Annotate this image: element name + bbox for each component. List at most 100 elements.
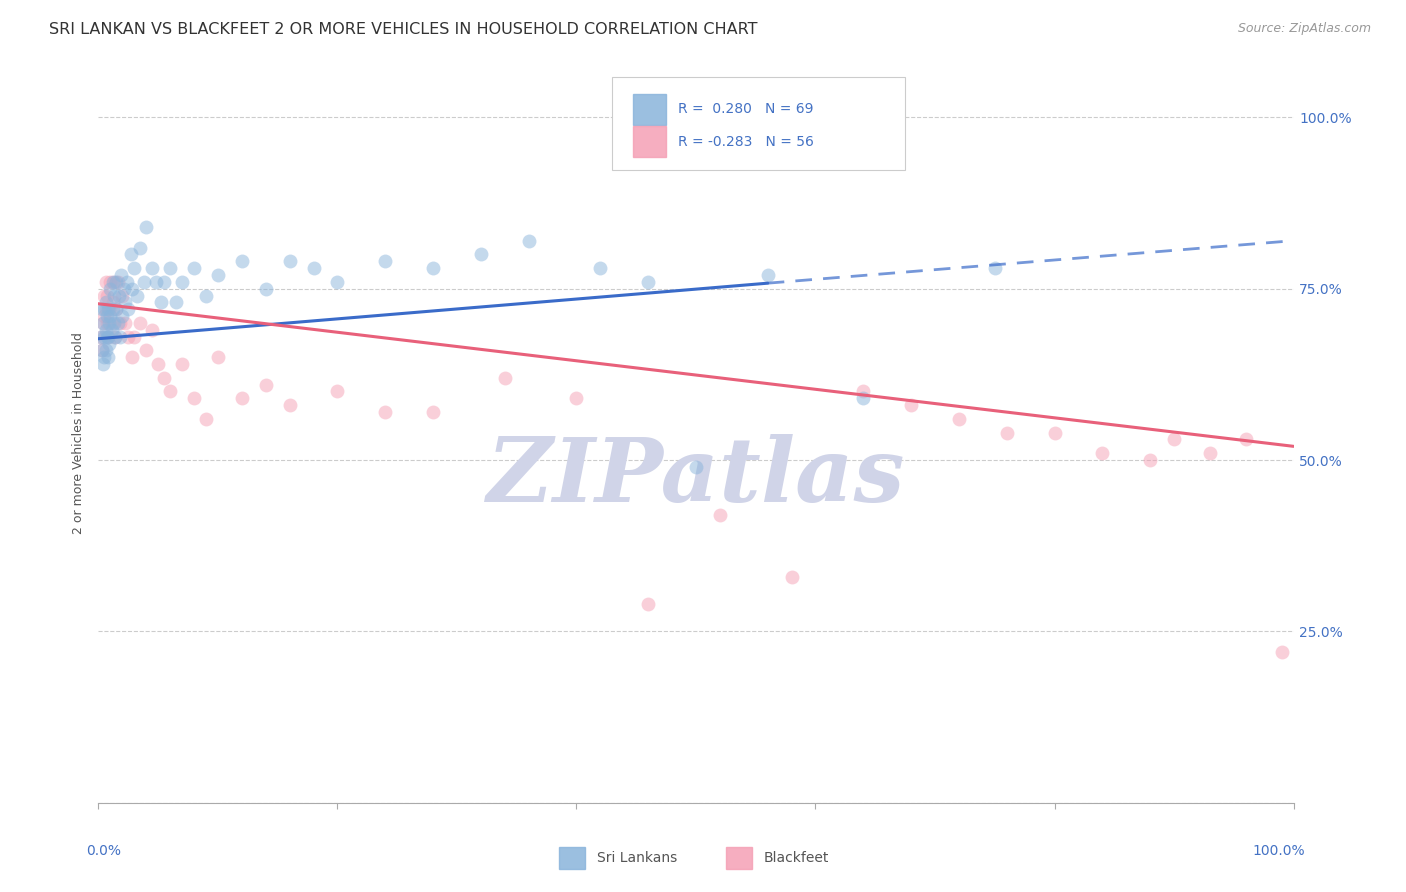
Point [1139, 453, 1161, 467]
Point [112, 282, 135, 296]
Point [100, 323, 122, 337]
Point [422, 405, 444, 419]
Point [984, 261, 1007, 276]
Bar [633, 126, 666, 157]
Point [1234, 433, 1257, 447]
Point [117, 329, 139, 343]
Point [129, 240, 152, 255]
Text: 0.0%: 0.0% [87, 844, 121, 857]
Point [132, 275, 155, 289]
Point [91, 316, 114, 330]
Point [1091, 446, 1114, 460]
Point [422, 261, 444, 276]
Bar [633, 94, 666, 125]
Point [97, 350, 120, 364]
Point [94, 343, 117, 358]
Text: ZIPatlas: ZIPatlas [488, 434, 904, 520]
Point [111, 288, 134, 302]
Point [207, 268, 229, 282]
Point [120, 247, 142, 261]
Point [637, 275, 659, 289]
Point [90, 329, 112, 343]
Point [121, 350, 143, 364]
Point [94, 302, 117, 317]
Text: R = -0.283   N = 56: R = -0.283 N = 56 [678, 135, 814, 149]
Point [98, 316, 121, 330]
Text: Sri Lankans: Sri Lankans [596, 851, 678, 865]
Point [183, 261, 205, 276]
Point [565, 392, 588, 406]
Point [153, 275, 176, 289]
Y-axis label: 2 or more Vehicles in Household: 2 or more Vehicles in Household [72, 332, 86, 533]
Point [96, 329, 118, 343]
Point [96, 309, 118, 323]
Point [107, 275, 129, 289]
Point [254, 377, 277, 392]
Point [97, 302, 120, 317]
FancyBboxPatch shape [613, 78, 905, 169]
Point [231, 392, 253, 406]
Point [135, 219, 157, 234]
Point [172, 275, 194, 289]
Point [98, 309, 122, 323]
Point [780, 569, 803, 583]
Point [326, 384, 349, 399]
Point [756, 268, 779, 282]
Point [93, 302, 115, 317]
Point [231, 254, 253, 268]
Point [149, 295, 172, 310]
Point [374, 405, 396, 419]
Point [183, 392, 205, 406]
Point [114, 316, 136, 330]
Point [114, 295, 136, 310]
Point [494, 371, 516, 385]
Point [326, 275, 349, 289]
Point [145, 275, 167, 289]
Point [148, 357, 170, 371]
Point [141, 261, 163, 276]
Point [96, 316, 118, 330]
Point [302, 261, 325, 276]
Point [195, 412, 218, 426]
Point [101, 302, 124, 317]
Point [135, 343, 157, 358]
Point [121, 282, 143, 296]
Point [94, 323, 117, 337]
Point [91, 302, 114, 317]
Point [98, 275, 122, 289]
Point [159, 384, 181, 399]
Text: 100.0%: 100.0% [1253, 844, 1306, 857]
Point [470, 247, 492, 261]
Point [91, 343, 114, 358]
Point [111, 309, 134, 323]
Point [195, 288, 218, 302]
Point [141, 323, 163, 337]
Point [91, 316, 114, 330]
Point [125, 288, 148, 302]
Point [94, 275, 117, 289]
Point [103, 288, 125, 302]
Point [1163, 433, 1185, 447]
Point [91, 357, 114, 371]
Point [1199, 446, 1222, 460]
Point [159, 261, 181, 276]
Bar [558, 847, 585, 870]
Point [124, 329, 146, 343]
Point [117, 302, 139, 317]
Bar [725, 847, 752, 870]
Point [98, 282, 122, 296]
Text: Blackfeet: Blackfeet [763, 851, 830, 865]
Point [104, 329, 127, 343]
Point [98, 302, 121, 317]
Point [852, 392, 875, 406]
Point [97, 329, 120, 343]
Point [709, 508, 731, 522]
Point [105, 302, 128, 317]
Point [124, 261, 146, 276]
Point [172, 357, 194, 371]
Text: R =  0.280   N = 69: R = 0.280 N = 69 [678, 102, 814, 116]
Point [1043, 425, 1066, 440]
Point [96, 288, 118, 302]
Point [153, 371, 176, 385]
Point [101, 275, 124, 289]
